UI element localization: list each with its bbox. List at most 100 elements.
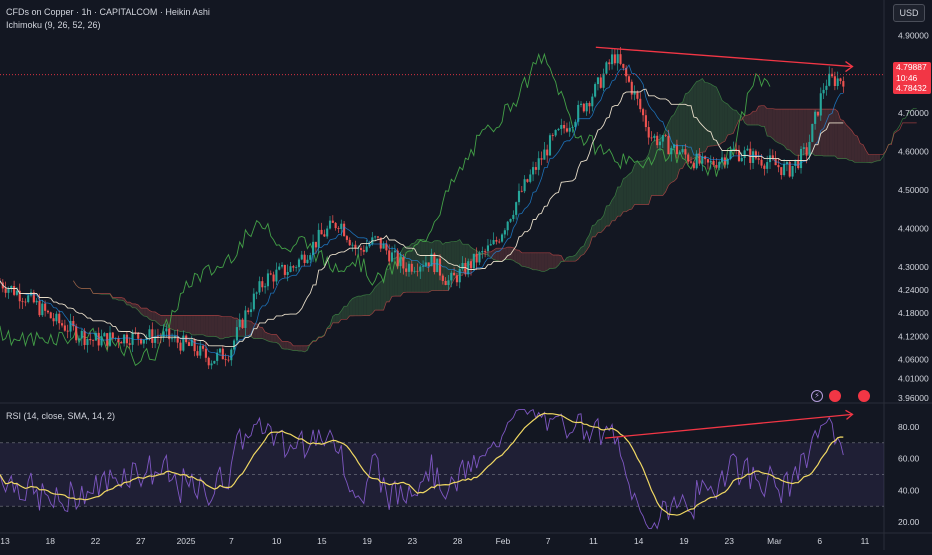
ichimoku-cloud-segment: [259, 327, 262, 338]
candle-body: [569, 128, 571, 132]
ichimoku-cloud-segment: [770, 109, 773, 139]
candle-body: [839, 78, 841, 81]
time-axis-tick: 2025: [177, 536, 196, 546]
candle-body: [532, 167, 534, 174]
candle-body: [337, 228, 339, 229]
ichimoku-label[interactable]: Ichimoku (9, 26, 52, 26): [6, 20, 101, 30]
candle-body: [123, 335, 125, 344]
ichimoku-cloud-segment: [798, 109, 801, 156]
time-axis-tick: 13: [0, 536, 10, 546]
candle-body: [306, 260, 308, 263]
ichimoku-cloud-segment: [787, 109, 790, 150]
ichimoku-cloud-segment: [874, 155, 877, 162]
candle-body: [67, 331, 69, 332]
ichimoku-cloud-segment: [781, 109, 784, 146]
ichimoku-cloud-segment: [192, 315, 195, 335]
candle-body: [442, 276, 444, 281]
ichimoku-cloud-segment: [378, 282, 381, 310]
candle-body: [55, 314, 57, 321]
ichimoku-cloud-segment: [547, 253, 550, 271]
time-axis-tick: 6: [817, 536, 822, 546]
candle-body: [611, 54, 613, 64]
candle-body: [332, 221, 334, 223]
candle-body: [13, 286, 15, 295]
candle-body: [453, 273, 455, 276]
chart-title[interactable]: CFDs on Copper · 1h · CAPITALCOM · Heiki…: [6, 7, 210, 17]
candle-body: [428, 262, 430, 266]
ichimoku-cloud-segment: [516, 250, 519, 264]
candle-body: [842, 81, 844, 87]
candle-body: [36, 301, 38, 303]
candle-body: [24, 302, 26, 303]
ichimoku-cloud-segment: [508, 247, 511, 260]
ichimoku-cloud-segment: [843, 120, 846, 158]
candle-body: [495, 240, 497, 242]
ichimoku-cloud-segment: [214, 315, 217, 337]
candle-body: [366, 246, 368, 251]
bar-countdown: 10:46: [896, 73, 931, 84]
candle-body: [450, 273, 452, 281]
ichimoku-cloud-segment: [705, 83, 708, 152]
ichimoku-cloud-segment: [652, 140, 655, 195]
event-icon[interactable]: [829, 390, 841, 402]
candle-body: [284, 265, 286, 275]
ichimoku-cloud-segment: [381, 280, 384, 310]
time-axis-tick: 7: [546, 536, 551, 546]
ichimoku-cloud-segment: [206, 315, 209, 336]
ichimoku-cloud-segment: [702, 78, 705, 152]
candle-body: [5, 288, 7, 292]
candle-body: [208, 358, 210, 366]
candle-body: [473, 254, 475, 269]
candle-body: [524, 179, 526, 191]
ichimoku-cloud-segment: [778, 109, 781, 144]
ichimoku-cloud-segment: [776, 109, 779, 143]
candle-body: [806, 147, 808, 155]
candle-body: [402, 257, 404, 268]
candle-body: [53, 318, 55, 321]
secondary-price: 4.78432: [896, 83, 931, 94]
candle-body: [222, 349, 224, 360]
candle-body: [399, 257, 401, 266]
candle-body: [803, 147, 805, 149]
ichimoku-cloud-segment: [852, 130, 855, 162]
time-axis-tick: 19: [362, 536, 372, 546]
currency-button[interactable]: USD: [893, 4, 925, 22]
event-icon[interactable]: [858, 390, 870, 402]
ichimoku-cloud-segment: [784, 109, 787, 149]
candle-body: [273, 275, 275, 282]
candle-body: [837, 78, 839, 86]
candle-body: [81, 331, 83, 339]
ichimoku-cloud-segment: [598, 219, 601, 233]
time-axis-tick: Mar: [767, 536, 782, 546]
lightning-icon[interactable]: ⚡: [811, 390, 823, 402]
candle-body: [521, 191, 523, 192]
candle-body: [476, 254, 478, 263]
candle-body: [583, 104, 585, 112]
candle-body: [315, 242, 317, 248]
rsi-label[interactable]: RSI (14, close, SMA, 14, 2): [6, 411, 115, 421]
candle-body: [309, 255, 311, 260]
ichimoku-cloud-segment: [793, 109, 796, 155]
candle-body: [758, 158, 760, 159]
candle-body: [295, 267, 297, 268]
candle-body: [597, 77, 599, 84]
ichimoku-cloud-segment: [361, 295, 364, 316]
candle-body: [47, 311, 49, 313]
ichimoku-cloud-segment: [623, 177, 626, 212]
candle-body: [642, 109, 644, 115]
ichimoku-cloud-segment: [637, 161, 640, 204]
candle-body: [205, 349, 207, 358]
ichimoku-cloud-segment: [274, 335, 277, 343]
candle-body: [304, 255, 306, 263]
ichimoku-cloud-segment: [149, 311, 152, 321]
candle-body: [86, 339, 88, 345]
candle-body: [828, 74, 830, 86]
candle-body: [665, 135, 667, 136]
candle-body: [628, 76, 630, 82]
candle-body: [603, 74, 605, 88]
candle-body: [766, 162, 768, 169]
candle-body: [242, 320, 244, 328]
candle-body: [631, 82, 633, 95]
